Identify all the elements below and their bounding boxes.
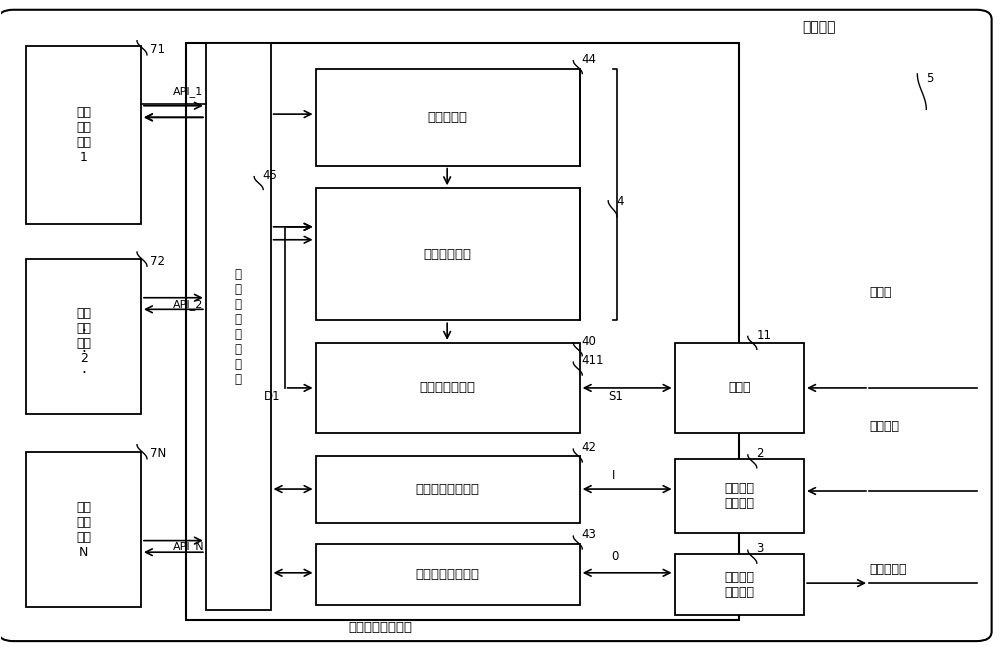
Text: 72: 72 xyxy=(150,254,165,267)
Text: 摄像头: 摄像头 xyxy=(728,382,751,395)
Text: 43: 43 xyxy=(582,528,597,542)
Bar xyxy=(675,459,804,533)
Text: 用户指令: 用户指令 xyxy=(869,420,899,433)
Text: 输入模块驱动单元: 输入模块驱动单元 xyxy=(416,483,480,496)
Text: 71: 71 xyxy=(150,43,165,56)
Bar xyxy=(206,43,271,610)
Text: 44: 44 xyxy=(582,53,597,66)
Text: 用户配置
输入模块: 用户配置 输入模块 xyxy=(724,482,754,510)
Bar xyxy=(316,455,580,523)
Text: 3: 3 xyxy=(756,542,764,555)
Bar xyxy=(316,69,580,166)
Text: 外部光: 外部光 xyxy=(869,286,891,299)
Text: 2: 2 xyxy=(756,447,764,460)
Text: 输出模块驱动单元: 输出模块驱动单元 xyxy=(416,568,480,581)
Text: 42: 42 xyxy=(582,441,597,454)
Bar xyxy=(316,343,580,433)
Text: 7N: 7N xyxy=(150,447,166,460)
Bar xyxy=(675,343,804,433)
Text: D1: D1 xyxy=(264,390,280,403)
Text: S1: S1 xyxy=(609,390,624,403)
FancyBboxPatch shape xyxy=(0,10,992,641)
Text: 应
用
程
序
编
程
接
口: 应 用 程 序 编 程 接 口 xyxy=(235,268,242,386)
Text: 应用数据库: 应用数据库 xyxy=(428,111,468,124)
Bar xyxy=(26,259,141,413)
Text: I: I xyxy=(612,469,615,482)
Text: 45: 45 xyxy=(263,169,278,182)
Text: 40: 40 xyxy=(582,335,597,348)
Text: 应用
程序
模块
1: 应用 程序 模块 1 xyxy=(76,106,91,164)
Text: 4: 4 xyxy=(617,195,624,208)
Bar xyxy=(316,188,580,320)
Bar xyxy=(316,544,580,605)
Text: 告警信息
输出模块: 告警信息 输出模块 xyxy=(724,571,754,598)
Text: 摄像头驱动单元: 摄像头驱动单元 xyxy=(420,382,476,395)
Text: API_N: API_N xyxy=(173,542,205,553)
Text: 应用
程序
模块
N: 应用 程序 模块 N xyxy=(76,501,91,558)
Text: 411: 411 xyxy=(582,355,604,367)
Text: 应用
程序
模块
2: 应用 程序 模块 2 xyxy=(76,307,91,366)
Bar xyxy=(26,47,141,224)
Text: ·
·
·: · · · xyxy=(82,324,87,381)
Text: API_1: API_1 xyxy=(173,86,203,97)
Text: 移动终端: 移动终端 xyxy=(802,20,836,34)
Text: 声、光、振: 声、光、振 xyxy=(869,563,906,576)
Text: 姿态服务模块: 姿态服务模块 xyxy=(424,248,472,261)
Text: 5: 5 xyxy=(926,72,933,85)
Text: API_2: API_2 xyxy=(173,299,203,310)
Text: 0: 0 xyxy=(612,550,619,563)
Bar xyxy=(675,554,804,615)
Bar xyxy=(186,43,739,620)
Text: 操作系统运行装置: 操作系统运行装置 xyxy=(348,621,412,634)
Text: 11: 11 xyxy=(756,329,771,342)
Bar xyxy=(26,452,141,607)
